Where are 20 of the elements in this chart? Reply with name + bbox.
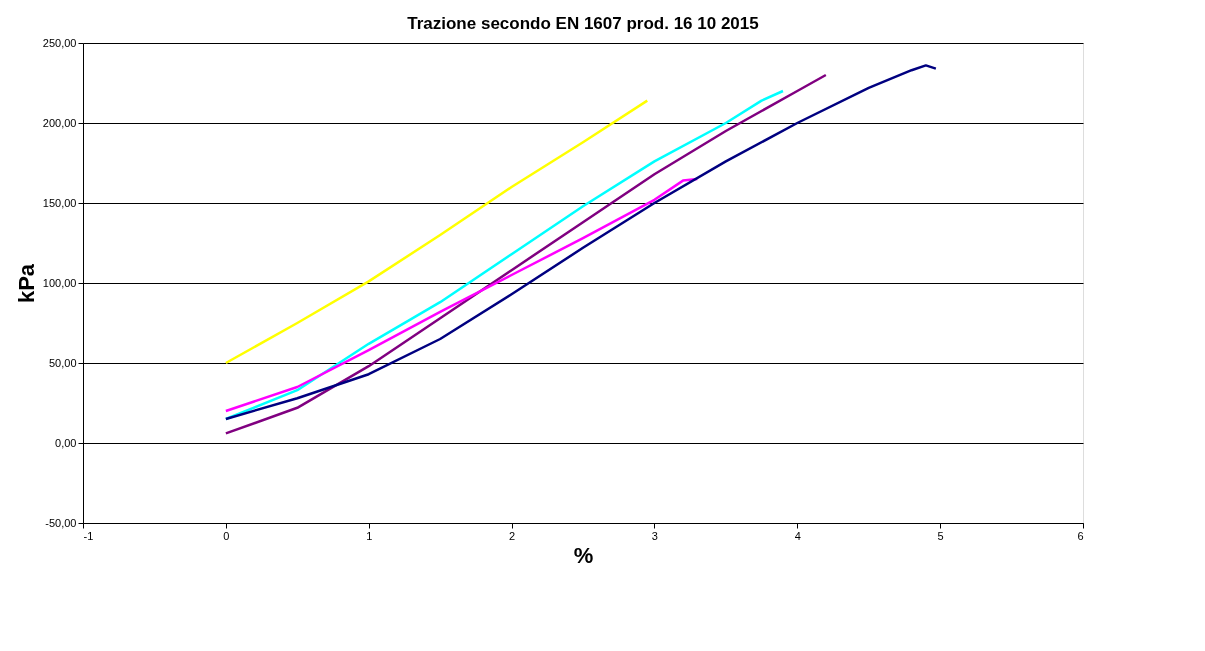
y-tick-label: 0,00 (55, 436, 77, 449)
x-axis-title: % (573, 542, 594, 568)
y-tick-label: 250,00 (42, 36, 77, 49)
y-tick-label: -50,00 (45, 516, 77, 529)
x-tick-label: 0 (223, 529, 230, 542)
y-tick-label: 200,00 (42, 116, 77, 129)
y-tick-label: 150,00 (42, 196, 77, 209)
x-tick-label: 6 (1077, 529, 1084, 542)
x-tick-label: -1 (83, 529, 94, 542)
x-tick-label: 1 (366, 529, 373, 542)
line-series (224, 99, 649, 365)
y-tick-label: 50,00 (48, 356, 77, 369)
chart-title: Trazione secondo EN 1607 prod. 16 10 2015 (407, 14, 759, 33)
y-tick-label: 100,00 (42, 276, 77, 289)
y-axis-title: kPa (13, 263, 39, 304)
x-tick-label: 3 (651, 529, 658, 542)
x-tick-label: 5 (937, 529, 944, 542)
line-series (224, 64, 938, 421)
x-tick-label: 2 (509, 529, 516, 542)
x-tick-label: 4 (794, 529, 801, 542)
